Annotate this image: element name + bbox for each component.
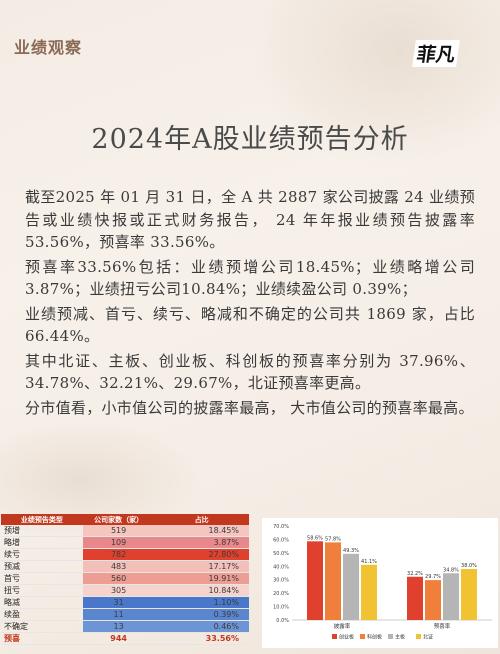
type-cell: 续盈 [1, 608, 83, 621]
data-label: 58.6% [307, 535, 323, 541]
count-cell: 109 [82, 536, 155, 549]
bar [425, 580, 441, 620]
total-count-cell: 944 [82, 632, 155, 645]
data-label: 41.1% [361, 559, 377, 565]
paragraph: 预喜率33.56%包括：业绩预增公司18.45%；业绩略增公司3.87%；业绩扭… [25, 257, 475, 299]
type-cell: 扭亏 [1, 584, 83, 597]
bar [325, 542, 341, 620]
paragraph: 业绩预减、首亏、续亏、略减和不确定的公司共 1869 家，占比 66.44%。 [25, 304, 475, 346]
legend-swatch [360, 634, 365, 639]
table-row: 续盈 11 0.39% [1, 608, 249, 621]
count-cell: 483 [82, 560, 155, 573]
pct-cell: 10.84% [154, 584, 249, 597]
y-tick-label: 20.0% [273, 591, 289, 597]
table-body: 预增 519 18.45% 略增 109 3.87% 续亏 782 27.80% 预减 483 17.… [1, 525, 249, 645]
pct-cell: 19.91% [154, 572, 249, 585]
type-cell: 略增 [1, 536, 83, 549]
paragraph: 其中北证、主板、创业板、科创板的预喜率分别为 37.96%、34.78%、32.… [25, 351, 475, 393]
table-total-row: 预喜 944 33.56% [1, 632, 249, 645]
count-cell: 13 [82, 620, 155, 633]
article-body: 截至2025 年 01 月 31 日，全 A 共 2887 家公司披露 24 业… [25, 186, 475, 421]
column-header: 业绩预告类型 [1, 514, 83, 525]
data-label: 49.3% [343, 548, 359, 554]
section-tag: 业绩观察 [14, 38, 83, 57]
bar [407, 576, 423, 620]
data-label: 32.2% [407, 571, 423, 577]
table-row: 预减 483 17.17% [1, 560, 249, 573]
background-decoration [250, 0, 500, 170]
count-cell: 782 [82, 548, 155, 561]
y-tick-label: 30.0% [273, 578, 289, 584]
forecast-table: 业绩预告类型 公司家数（家） 占比 预增 519 18.45% 略增 109 3.87% 续… [1, 514, 249, 645]
category-label: 预喜率 [434, 622, 451, 630]
bar-chart: 0.0% 10.0% 20.0% 30.0% 40.0% 50.0% 60.0% 70.0% 5… [262, 518, 498, 648]
table-header-row: 业绩预告类型 公司家数（家） 占比 [1, 514, 249, 525]
legend-label: 创业板 [339, 634, 354, 641]
table-row: 略增 109 3.87% [1, 536, 249, 549]
legend-label: 科创板 [367, 634, 382, 641]
table-row: 续亏 782 27.80% [1, 548, 249, 561]
column-header: 公司家数（家） [82, 514, 155, 525]
table-row: 预增 519 18.45% [1, 525, 249, 537]
bar [307, 541, 323, 620]
pct-cell: 27.80% [154, 548, 249, 561]
table-row: 首亏 560 19.91% [1, 572, 249, 585]
bar [343, 553, 359, 620]
page-title: 2024年A股业绩预告分析 [91, 124, 409, 155]
type-cell: 略减 [1, 596, 83, 609]
data-label: 57.8% [325, 536, 341, 542]
paragraph: 截至2025 年 01 月 31 日，全 A 共 2887 家公司披露 24 业… [25, 188, 475, 251]
legend-swatch [416, 634, 421, 639]
type-cell: 首亏 [1, 572, 83, 585]
brand-logo: 菲凡 [412, 40, 460, 67]
category-label: 披露率 [334, 622, 351, 630]
column-header: 占比 [154, 514, 249, 525]
type-cell: 不确定 [1, 620, 83, 633]
pct-cell: 1.10% [154, 596, 249, 609]
y-tick-label: 0.0% [276, 618, 289, 624]
type-cell: 预增 [1, 525, 83, 537]
pct-cell: 18.45% [154, 525, 249, 537]
legend-swatch [388, 634, 393, 639]
table-row: 扭亏 305 10.84% [1, 584, 249, 597]
pct-cell: 3.87% [154, 536, 249, 549]
bar [461, 568, 477, 620]
legend-label: 主板 [395, 634, 405, 641]
pct-cell: 17.17% [154, 560, 249, 573]
y-tick-label: 60.0% [273, 537, 289, 543]
pct-cell: 0.46% [154, 620, 249, 633]
y-tick-label: 40.0% [273, 564, 289, 570]
count-cell: 11 [82, 608, 155, 621]
data-label: 34.8% [443, 567, 459, 573]
count-cell: 519 [82, 525, 155, 537]
bar [443, 573, 459, 620]
type-cell: 预减 [1, 560, 83, 573]
count-cell: 560 [82, 572, 155, 585]
y-tick-label: 70.0% [273, 524, 289, 530]
chart-canvas: 0.0% 10.0% 20.0% 30.0% 40.0% 50.0% 60.0% 70.0% 5… [273, 524, 492, 641]
bar [361, 564, 377, 620]
legend-swatch [332, 634, 337, 639]
legend-label: 北证 [423, 634, 433, 641]
total-type-cell: 预喜 [1, 632, 83, 645]
total-pct-cell: 33.56% [154, 632, 249, 645]
paragraph: 分市值看，小市值公司的披露率最高， 大市值公司的预喜率最高。 [25, 398, 474, 417]
pct-cell: 0.39% [154, 608, 249, 621]
data-label: 29.7% [425, 574, 441, 580]
table-row: 不确定 13 0.46% [1, 620, 249, 633]
y-tick-label: 10.0% [273, 605, 289, 611]
type-cell: 续亏 [1, 548, 83, 561]
count-cell: 305 [82, 584, 155, 597]
count-cell: 31 [82, 596, 155, 609]
y-tick-label: 50.0% [273, 551, 289, 557]
table-row: 略减 31 1.10% [1, 596, 249, 609]
data-label: 38.0% [461, 563, 477, 569]
